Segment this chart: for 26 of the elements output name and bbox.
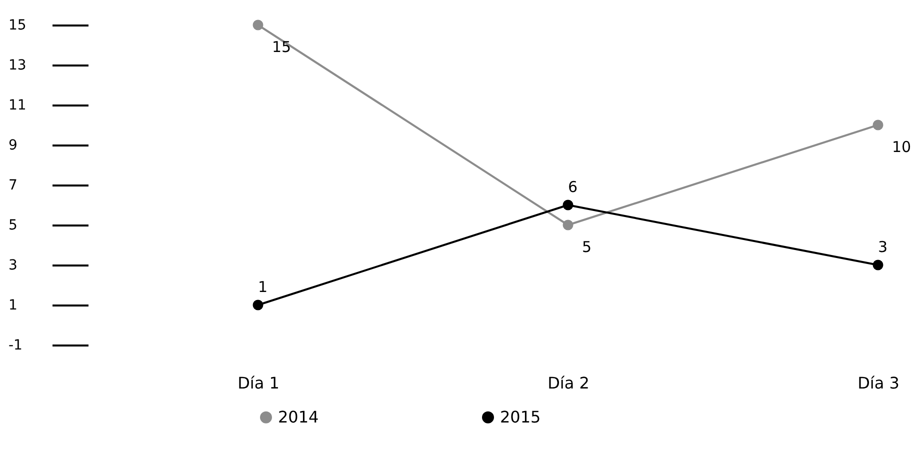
y-tick-label: 15 <box>8 18 26 34</box>
x-tick-label: Día 2 <box>548 374 590 392</box>
x-tick-label: Día 3 <box>858 374 900 392</box>
point <box>872 260 884 270</box>
y-tick-label: 1 <box>8 298 18 314</box>
point <box>562 200 574 210</box>
y-tick-label: 3 <box>8 258 18 274</box>
y-tick-label: 9 <box>8 138 18 154</box>
data-label: 6 <box>568 178 578 196</box>
y-tick-label: -1 <box>8 338 22 354</box>
y-tick-label: 11 <box>8 98 26 114</box>
data-label: 1 <box>258 278 268 296</box>
point <box>872 120 884 130</box>
point <box>562 220 574 230</box>
legend-label: 2015 <box>500 407 541 426</box>
legend-label: 2014 <box>278 407 319 426</box>
data-label: 5 <box>582 238 592 256</box>
data-label: 10 <box>892 138 912 156</box>
x-tick-label: Día 1 <box>238 374 280 392</box>
y-tick-label: 5 <box>8 218 18 234</box>
point <box>252 300 264 310</box>
y-tick-label: 13 <box>8 58 26 74</box>
point <box>252 20 264 30</box>
data-label: 3 <box>878 238 888 256</box>
data-label: 15 <box>272 38 292 56</box>
y-tick-label: 7 <box>8 178 18 194</box>
